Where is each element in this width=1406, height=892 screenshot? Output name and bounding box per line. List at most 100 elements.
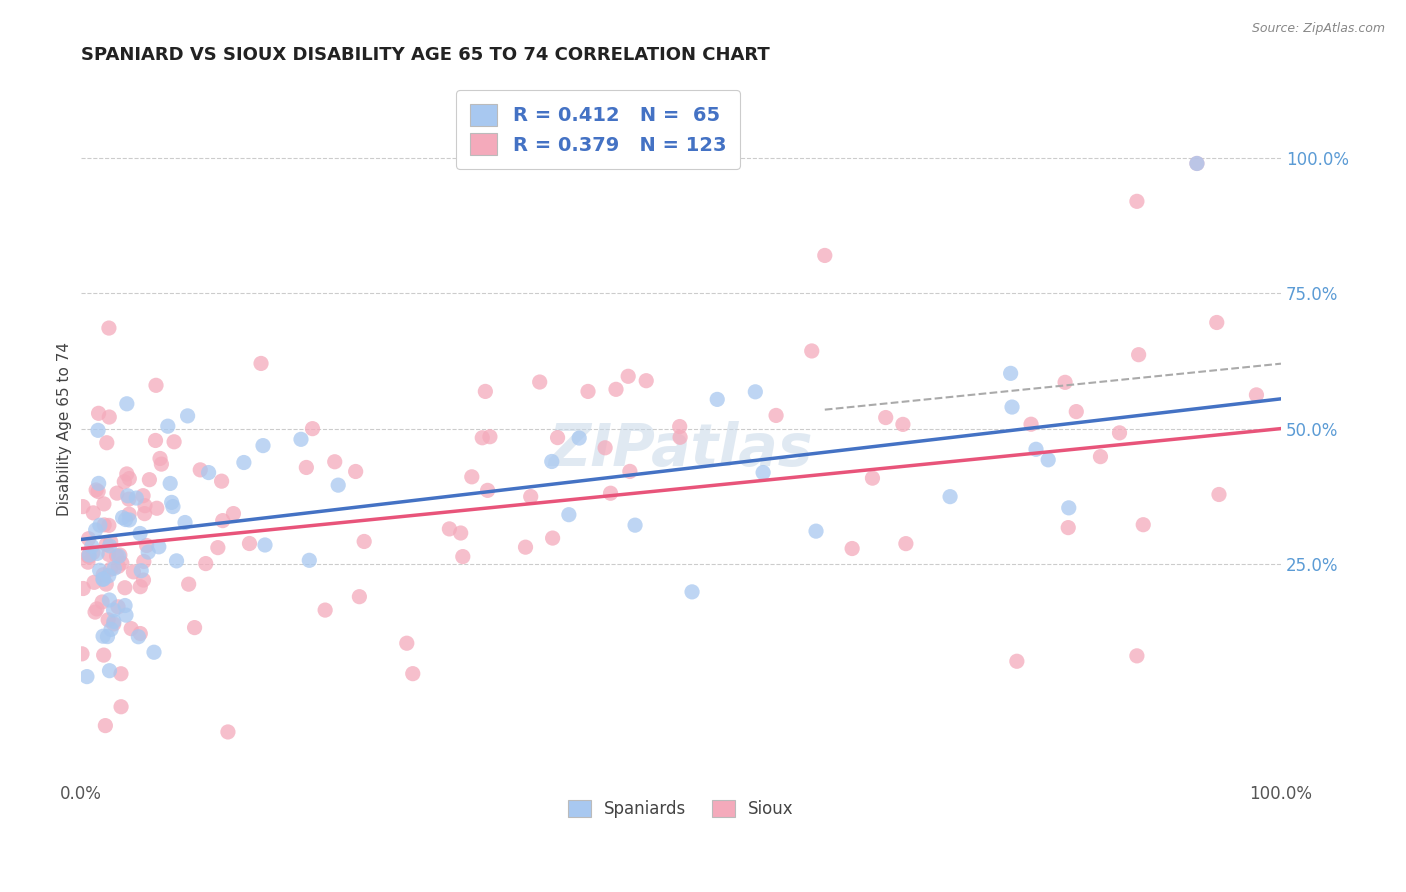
Point — [814, 248, 837, 262]
Point — [77, 555, 100, 569]
Point — [166, 554, 188, 568]
Point — [593, 441, 616, 455]
Point — [477, 483, 499, 498]
Point — [108, 548, 131, 562]
Point — [82, 506, 104, 520]
Point — [134, 499, 156, 513]
Point — [72, 500, 94, 514]
Point — [100, 623, 122, 637]
Point — [146, 501, 169, 516]
Point — [232, 456, 254, 470]
Point — [541, 531, 564, 545]
Point — [84, 483, 107, 497]
Point — [558, 508, 581, 522]
Point — [86, 546, 108, 560]
Point — [94, 718, 117, 732]
Point — [619, 464, 641, 478]
Point — [668, 419, 690, 434]
Point — [471, 431, 494, 445]
Point — [1185, 156, 1208, 170]
Point — [253, 538, 276, 552]
Point — [1126, 648, 1149, 663]
Point — [98, 593, 121, 607]
Point — [125, 491, 148, 505]
Point — [122, 565, 145, 579]
Point — [87, 423, 110, 437]
Point — [96, 537, 118, 551]
Point — [103, 561, 125, 575]
Point — [120, 622, 142, 636]
Point — [451, 549, 474, 564]
Point — [617, 369, 640, 384]
Point — [107, 549, 129, 564]
Point — [83, 575, 105, 590]
Point — [1001, 400, 1024, 414]
Point — [599, 486, 621, 500]
Point — [174, 516, 197, 530]
Point — [149, 451, 172, 466]
Point — [134, 507, 156, 521]
Point — [841, 541, 863, 556]
Point — [150, 457, 173, 471]
Point — [474, 384, 496, 399]
Point — [1090, 450, 1112, 464]
Point — [138, 473, 160, 487]
Point — [118, 507, 141, 521]
Point — [1205, 316, 1227, 330]
Point — [439, 522, 461, 536]
Point — [238, 536, 260, 550]
Legend: Spaniards, Sioux: Spaniards, Sioux — [561, 793, 800, 825]
Point — [519, 490, 541, 504]
Point — [765, 409, 787, 423]
Point — [314, 603, 336, 617]
Point — [115, 397, 138, 411]
Point — [110, 666, 132, 681]
Point — [176, 409, 198, 423]
Point — [132, 573, 155, 587]
Point — [76, 670, 98, 684]
Point — [1128, 348, 1150, 362]
Point — [681, 585, 703, 599]
Point — [100, 562, 122, 576]
Point — [103, 603, 125, 617]
Point — [84, 605, 107, 619]
Point — [605, 382, 627, 396]
Point — [115, 608, 138, 623]
Point — [188, 463, 211, 477]
Point — [450, 526, 472, 541]
Point — [298, 553, 321, 567]
Point — [103, 616, 125, 631]
Point — [478, 430, 501, 444]
Point — [939, 490, 962, 504]
Point — [576, 384, 599, 399]
Point — [145, 378, 167, 392]
Point — [752, 466, 775, 480]
Point — [111, 556, 134, 570]
Point — [107, 599, 129, 614]
Point — [194, 557, 217, 571]
Point — [86, 602, 108, 616]
Point — [98, 539, 121, 553]
Point — [98, 410, 121, 425]
Point — [135, 539, 157, 553]
Point — [1132, 517, 1154, 532]
Point — [117, 489, 139, 503]
Point — [72, 582, 94, 596]
Point — [891, 417, 914, 432]
Point — [93, 648, 115, 662]
Point — [132, 489, 155, 503]
Point — [107, 559, 129, 574]
Point — [211, 474, 233, 488]
Point — [1005, 654, 1028, 668]
Point — [91, 567, 114, 582]
Point — [1108, 425, 1130, 440]
Point — [162, 500, 184, 514]
Point — [129, 580, 152, 594]
Point — [1064, 404, 1087, 418]
Point — [118, 492, 141, 507]
Point — [93, 517, 115, 532]
Point — [252, 439, 274, 453]
Point — [87, 484, 110, 499]
Point — [127, 630, 149, 644]
Point — [222, 507, 245, 521]
